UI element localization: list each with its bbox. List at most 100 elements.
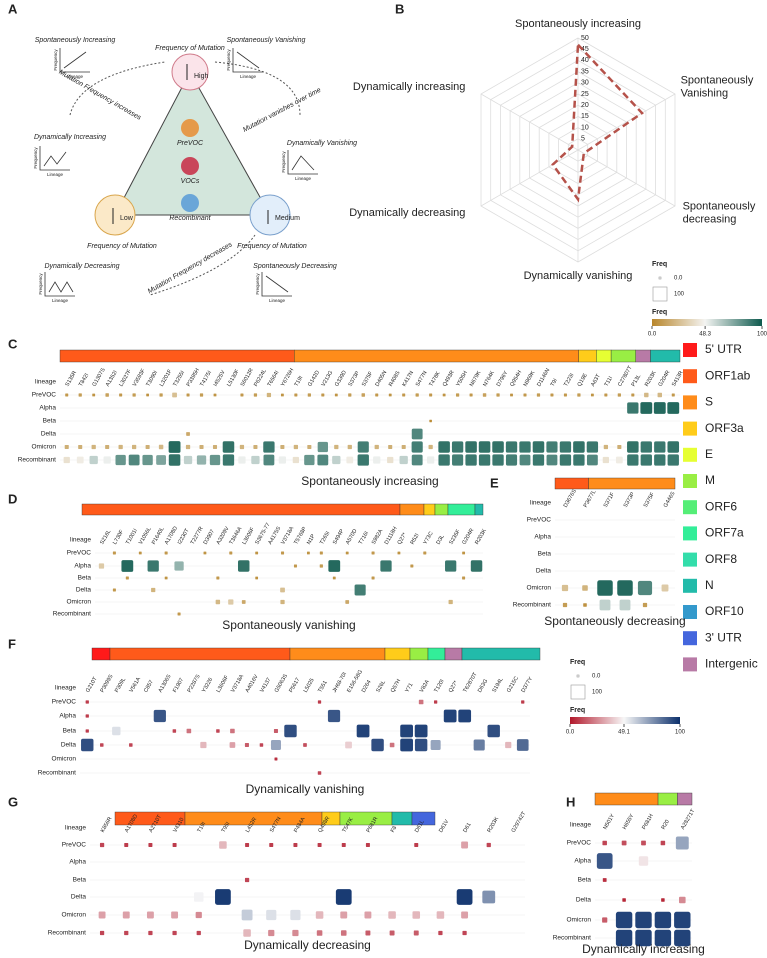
size-legend-mark: [576, 674, 580, 678]
cell: [519, 454, 531, 466]
gene-segment: [444, 647, 463, 661]
column-label: T265I: [319, 530, 331, 546]
legend-swatch: [683, 369, 697, 384]
legend-swatch: [683, 343, 697, 357]
cell: [185, 444, 191, 450]
gene-segment: [578, 349, 597, 363]
cell: [347, 444, 352, 450]
cell: [563, 393, 567, 397]
label: High: [194, 73, 209, 80]
cell: [230, 728, 235, 734]
cell: [193, 892, 204, 902]
cell: [521, 700, 525, 704]
cell: [519, 441, 531, 453]
cell: [546, 454, 558, 466]
column-label: G446S: [663, 491, 677, 509]
column-label: T478K: [428, 370, 441, 387]
cell: [492, 454, 504, 466]
cell: [124, 930, 129, 936]
cell: [389, 742, 395, 748]
cell: [456, 889, 473, 905]
column-label: N1P: [306, 533, 317, 546]
cell: [414, 738, 428, 752]
cell: [473, 739, 485, 751]
column-label: Q954H: [509, 370, 523, 388]
row-label: Beta: [63, 728, 77, 735]
column-label: Q19E: [577, 372, 589, 387]
mini-y-label: Frequency: [226, 49, 231, 71]
legend-swatch: [683, 500, 697, 515]
cell: [266, 909, 277, 921]
cell: [317, 771, 322, 775]
cell: [640, 441, 652, 453]
cell: [604, 393, 608, 397]
cell: [400, 724, 413, 738]
chart-title: Spontaneously increasing: [301, 474, 438, 488]
cell: [654, 441, 666, 453]
cell: [414, 724, 428, 738]
column-label: K856R: [100, 816, 114, 834]
cell: [451, 441, 464, 453]
cell: [469, 393, 473, 397]
label: Frequency of Mutation: [155, 45, 225, 52]
cell: [602, 840, 607, 846]
column-label: R20: [661, 819, 671, 831]
cell: [559, 454, 572, 466]
mini-x-label: Lineage: [67, 74, 84, 79]
cell: [496, 393, 500, 397]
cell: [388, 911, 396, 919]
cell: [458, 709, 472, 723]
label: Spontaneously Decreasing: [253, 263, 337, 270]
column-label: P13L: [631, 374, 643, 388]
cell: [240, 393, 244, 397]
cell: [222, 441, 235, 453]
legend-label: S: [705, 395, 713, 409]
r-tick-label: 30: [581, 80, 589, 87]
column-label: G210T: [85, 676, 99, 694]
row-label: Omicron: [31, 444, 56, 451]
mini-x-label: Lineage: [47, 172, 64, 177]
axis-label: Spontaneously increasing: [515, 18, 641, 30]
cell: [448, 599, 453, 605]
cell: [115, 454, 126, 466]
cell: [259, 743, 264, 747]
column-label: G29742T: [511, 810, 528, 833]
gene-segment: [391, 811, 413, 826]
cell: [222, 454, 235, 466]
cell: [251, 455, 260, 465]
mini-axis: [287, 150, 318, 175]
column-label: A570D: [345, 528, 359, 546]
cell: [619, 599, 631, 611]
cell: [215, 889, 231, 905]
r-tick-label: 25: [581, 91, 589, 98]
gene-segment: [427, 647, 446, 661]
cell: [92, 393, 96, 397]
cell: [415, 393, 419, 397]
cell: [674, 929, 691, 947]
column-label: P3099S: [100, 673, 115, 693]
medium-node: [249, 194, 291, 236]
cell: [671, 393, 675, 397]
cell: [335, 889, 352, 905]
cell: [470, 560, 483, 572]
cell: [373, 456, 381, 464]
cell: [546, 441, 558, 453]
cell: [186, 432, 190, 436]
cell: [99, 930, 105, 936]
cell: [200, 741, 207, 749]
cell: [461, 841, 469, 849]
cell: [340, 930, 347, 936]
column-label: D61: [462, 822, 472, 834]
cell: [172, 843, 177, 847]
previoc-icon: [181, 119, 199, 137]
legend-label: M: [705, 473, 715, 487]
gene-segment: [399, 503, 425, 516]
cell: [482, 393, 487, 397]
cell: [586, 441, 599, 453]
cell: [245, 843, 250, 847]
column-label: Q493R: [442, 370, 456, 388]
label: Low: [120, 215, 134, 222]
cell: [98, 563, 105, 569]
row-label: Recombinant: [53, 611, 91, 618]
